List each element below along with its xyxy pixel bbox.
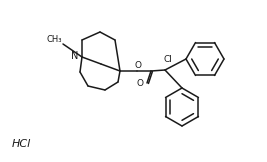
Text: CH₃: CH₃ [46,35,62,44]
Text: O: O [136,80,143,88]
Text: Cl: Cl [164,54,172,64]
Text: N: N [71,51,79,61]
Text: O: O [135,60,142,69]
Text: HCl: HCl [12,139,31,149]
